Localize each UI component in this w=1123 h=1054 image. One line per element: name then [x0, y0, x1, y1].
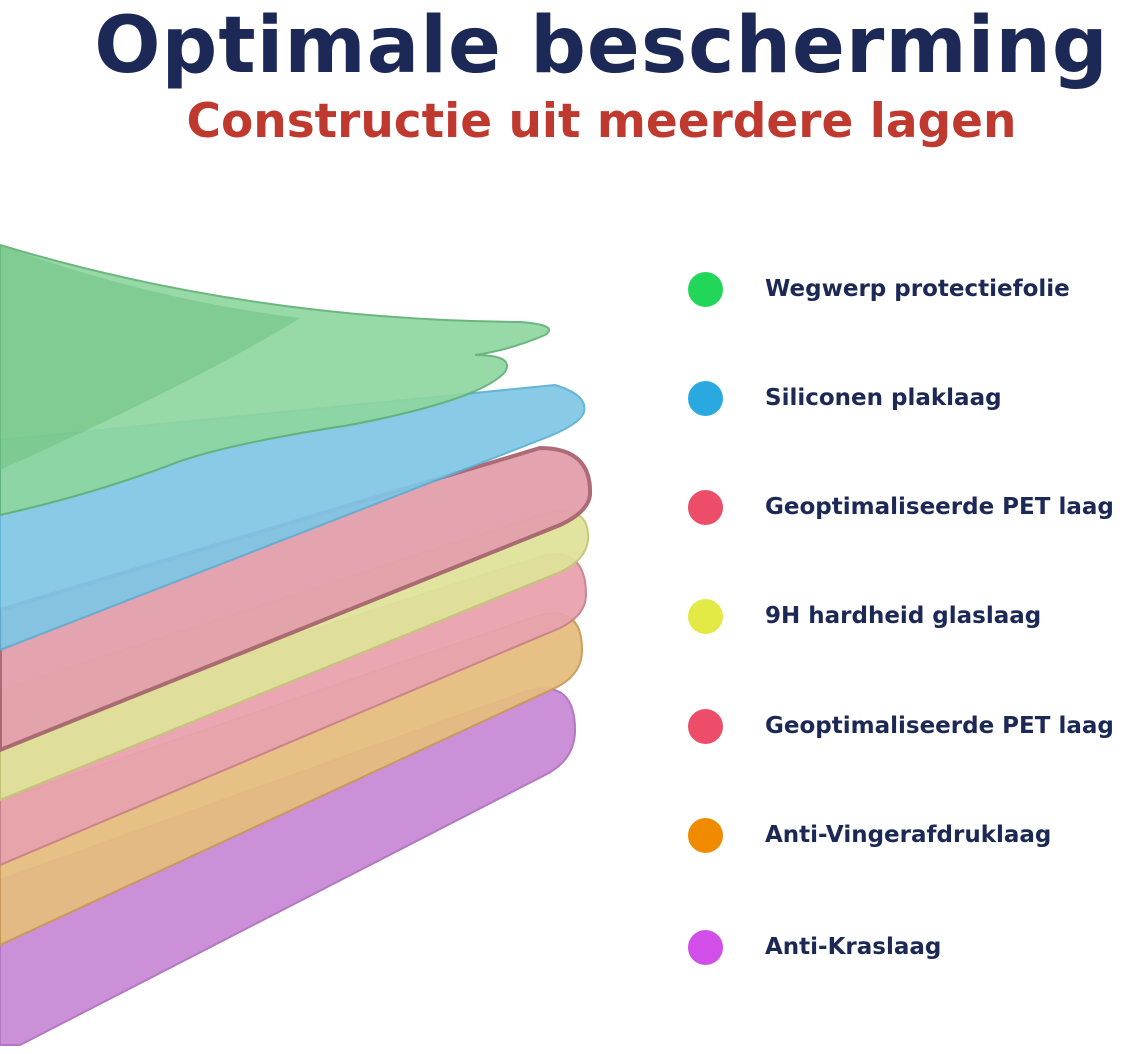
blue-dot-icon [688, 380, 723, 416]
layer-stack-illustration [0, 243, 593, 1046]
legend-item: Wegwerp protectiefolie [688, 270, 1070, 308]
page-subtitle: Constructie uit meerdere lagen [186, 94, 1017, 149]
legend-label: Anti-Kraslaag [765, 934, 942, 960]
legend-label: Wegwerp protectiefolie [765, 276, 1070, 302]
legend-item: Geoptimaliseerde PET laag [688, 488, 1114, 526]
legend-label: Geoptimaliseerde PET laag [765, 713, 1114, 739]
legend-label: Siliconen plaklaag [765, 385, 1002, 411]
red-dot-icon [688, 489, 723, 525]
orange-dot-icon [688, 817, 723, 853]
legend-label: Geoptimaliseerde PET laag [765, 494, 1114, 520]
green-dot-icon [688, 271, 723, 307]
layer-protectiefolie-shade [0, 245, 300, 470]
legend-item: 9H hardheid glaslaag [688, 597, 1041, 635]
legend-label: Anti-Vingerafdruklaag [765, 822, 1052, 848]
purple-dot-icon [688, 929, 723, 965]
legend-item: Siliconen plaklaag [688, 379, 1002, 417]
legend-item: Anti-Kraslaag [688, 928, 941, 966]
legend-item: Anti-Vingerafdruklaag [688, 816, 1051, 854]
legend-label: 9H hardheid glaslaag [765, 603, 1042, 629]
yellow-dot-icon [688, 598, 723, 634]
layer-pet-1 [0, 445, 593, 753]
legend-item: Geoptimaliseerde PET laag [688, 707, 1114, 745]
page-title: Optimale bescherming [94, 1, 1109, 91]
red-dot-icon [688, 708, 723, 744]
